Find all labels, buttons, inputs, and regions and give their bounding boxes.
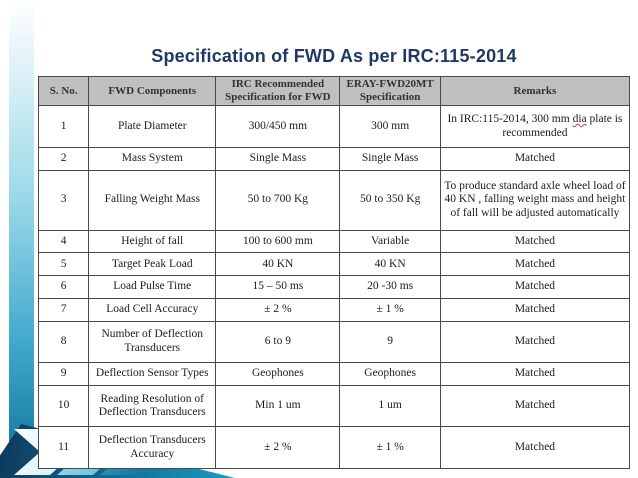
table-cell: Height of fall — [88, 229, 217, 254]
table-cell: 40 KN — [339, 252, 441, 277]
table-row: 10 Reading Resolution of Deflection Trans… — [37, 385, 631, 428]
table-cell: 10 — [37, 385, 90, 428]
table-cell: 8 — [37, 320, 90, 364]
table-row: 6 Load Pulse Time 15 – 50 ms 20 -30 ms Match… — [37, 275, 631, 300]
table-cell: 15 – 50 ms — [215, 275, 341, 300]
table-cell: 300 mm — [339, 105, 441, 148]
table-cell: 6 — [37, 275, 90, 300]
table-row: 9 Deflection Sensor Types Geophones Geophon… — [37, 362, 631, 387]
page-title: Specification of FWD As per IRC:115-2014 — [151, 46, 517, 66]
table-cell: 100 to 600 mm — [215, 229, 341, 254]
table-row: 3 Falling Weight Mass 50 to 700 Kg 50 to 35… — [37, 169, 631, 231]
table-cell: 9 — [339, 320, 441, 364]
table-cell: Matched — [439, 229, 631, 254]
table-cell: Matched — [439, 385, 631, 428]
table-cell: Deflection Transducers Accuracy — [88, 426, 217, 469]
cell-text: In IRC:115-2014, 300 mm — [447, 113, 573, 126]
table-cell: Number of Deflection Transducers — [88, 320, 217, 364]
header-cell: Remarks — [439, 75, 631, 107]
table-cell: 1 um — [339, 385, 441, 428]
data-table: S. No. FWD Components IRC Recommended Spec… — [37, 75, 631, 469]
table-header-row: S. No. FWD Components IRC Recommended Spec… — [37, 75, 631, 107]
table-cell: Single Mass — [215, 146, 341, 171]
table-cell: ± 1 % — [339, 298, 441, 322]
table-container: S. No. FWD Components IRC Recommended Spec… — [37, 75, 631, 469]
table-cell: Falling Weight Mass — [88, 169, 217, 231]
header-cell: IRC Recommended Specification for FWD — [215, 75, 341, 107]
table-cell: 9 — [37, 362, 90, 387]
table-cell: ± 1 % — [339, 426, 441, 469]
header-cell: ERAY-FWD20MT Specification — [339, 75, 441, 107]
table-cell: 2 — [37, 146, 90, 171]
table-cell: 50 to 700 Kg — [215, 169, 341, 231]
table-cell: 50 to 350 Kg — [339, 169, 441, 231]
table-cell: Matched — [439, 426, 631, 469]
table-cell: Mass System — [88, 146, 217, 171]
table-cell: To produce standard axle wheel load of 4… — [439, 169, 631, 231]
table-cell: Plate Diameter — [88, 105, 217, 148]
table-cell: Single Mass — [339, 146, 441, 171]
left-accent-bar — [9, 0, 34, 478]
table-cell: 1 — [37, 105, 90, 148]
table-cell: 3 — [37, 169, 90, 231]
table-cell: 5 — [37, 252, 90, 277]
table-cell: 4 — [37, 229, 90, 254]
table-cell: Min 1 um — [215, 385, 341, 428]
header-cell: FWD Components — [88, 75, 217, 107]
table-row: 4 Height of fall 100 to 600 mm Variable Matc… — [37, 229, 631, 254]
misspelled-word: dia — [572, 113, 587, 126]
table-cell: Matched — [439, 275, 631, 300]
table-cell: 7 — [37, 298, 90, 322]
table-cell: ± 2 % — [215, 426, 341, 469]
table-row: 1 Plate Diameter 300/450 mm 300 mm In IRC:11… — [37, 105, 631, 148]
table-cell: Matched — [439, 362, 631, 387]
header-cell: S. No. — [37, 75, 90, 107]
table-row: 7 Load Cell Accuracy ± 2 % ± 1 % Matched — [37, 298, 631, 322]
table-cell: In IRC:115-2014, 300 mm dia plate is rec… — [439, 105, 631, 148]
table-cell: Load Pulse Time — [88, 275, 217, 300]
table-cell: Matched — [439, 252, 631, 277]
cell-text: plate is recommended — [502, 113, 623, 139]
table-cell: 40 KN — [215, 252, 341, 277]
table-row: 5 Target Peak Load 40 KN 40 KN Matched — [37, 252, 631, 277]
table-cell: Target Peak Load — [88, 252, 217, 277]
table-cell: Geophones — [339, 362, 441, 387]
table-cell: Deflection Sensor Types — [88, 362, 217, 387]
table-row: 2 Mass System Single Mass Single Mass Matche… — [37, 146, 631, 171]
table-cell: Load Cell Accuracy — [88, 298, 217, 322]
table-row: 11 Deflection Transducers Accuracy ± 2 % ± … — [37, 426, 631, 469]
table-cell: Matched — [439, 146, 631, 171]
table-cell: 20 -30 ms — [339, 275, 441, 300]
table-cell: Reading Resolution of Deflection Transdu… — [88, 385, 217, 428]
table-cell: 6 to 9 — [215, 320, 341, 364]
table-cell: Matched — [439, 320, 631, 364]
table-cell: Matched — [439, 298, 631, 322]
table-cell: Variable — [339, 229, 441, 254]
table-cell: Geophones — [215, 362, 341, 387]
table-cell: 11 — [37, 426, 90, 469]
table-cell: 300/450 mm — [215, 105, 341, 148]
table-cell: ± 2 % — [215, 298, 341, 322]
